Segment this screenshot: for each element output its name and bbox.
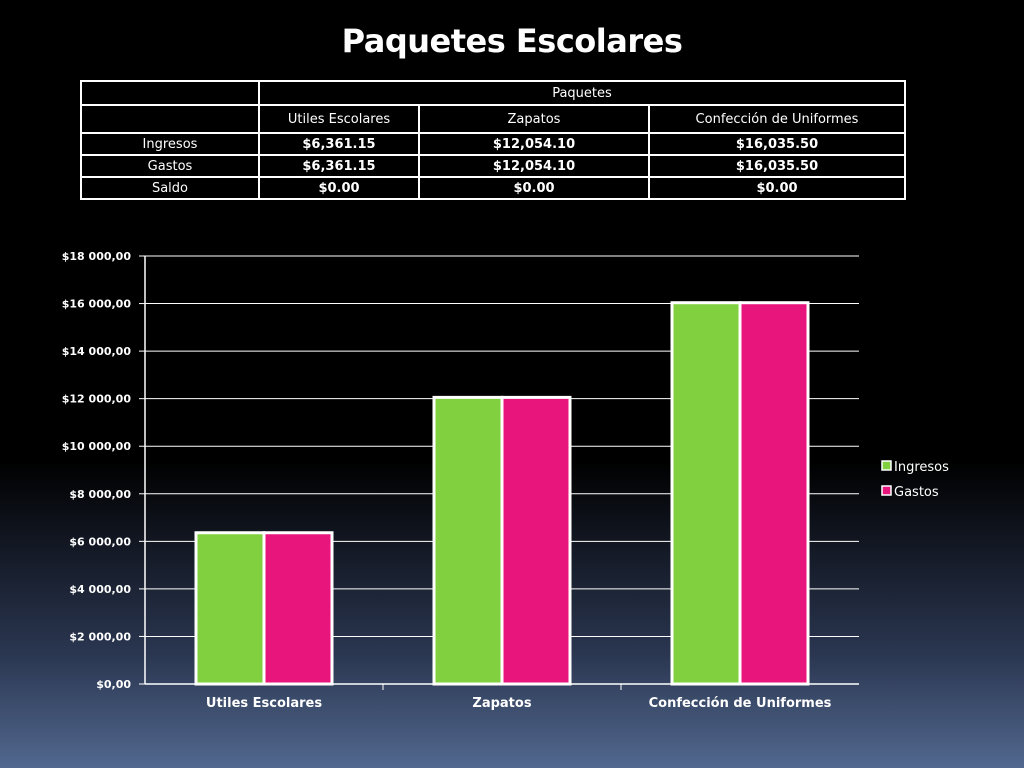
table-row: Ingresos $6,361.15 $12,054.10 $16,035.50	[80, 132, 906, 156]
table-cell: $16,035.50	[648, 154, 906, 178]
table-row: Saldo $0.00 $0.00 $0.00	[80, 176, 906, 200]
table-cell: $16,035.50	[648, 132, 906, 156]
bar-ingresos	[670, 301, 742, 686]
legend-swatch	[881, 460, 892, 471]
y-tick-label: $0,00	[96, 678, 131, 691]
row-label: Ingresos	[80, 132, 260, 156]
y-tick-label: $14 000,00	[62, 345, 132, 358]
table-header-row: Paquetes	[80, 80, 906, 106]
column-header: Confección de Uniformes	[648, 104, 906, 134]
table-corner-cell	[80, 80, 260, 106]
table-corner-cell	[80, 104, 260, 134]
table-cell: $6,361.15	[258, 154, 420, 178]
x-tick-label: Confección de Uniformes	[649, 696, 832, 711]
data-table: Paquetes Utiles Escolares Zapatos Confec…	[80, 80, 906, 200]
table-column-header-row: Utiles Escolares Zapatos Confección de U…	[80, 104, 906, 134]
row-label: Gastos	[80, 154, 260, 178]
x-tick-label: Zapatos	[472, 696, 531, 711]
y-tick-label: $2 000,00	[69, 630, 131, 643]
y-tick-label: $10 000,00	[62, 440, 132, 453]
table-cell: $6,361.15	[258, 132, 420, 156]
table-cell: $0.00	[648, 176, 906, 200]
x-tick-label: Utiles Escolares	[206, 696, 322, 711]
y-tick-label: $12 000,00	[62, 393, 132, 406]
table-group-header: Paquetes	[258, 80, 906, 106]
y-tick-label: $18 000,00	[62, 250, 132, 263]
y-tick-label: $8 000,00	[69, 488, 131, 501]
table-row: Gastos $6,361.15 $12,054.10 $16,035.50	[80, 154, 906, 178]
y-tick-label: $4 000,00	[69, 583, 131, 596]
y-tick-label: $16 000,00	[62, 298, 132, 311]
table-cell: $12,054.10	[418, 154, 650, 178]
table-cell: $0.00	[258, 176, 420, 200]
bar-gastos	[500, 395, 572, 686]
column-header: Utiles Escolares	[258, 104, 420, 134]
table-cell: $0.00	[418, 176, 650, 200]
y-tick-label: $6 000,00	[69, 535, 131, 548]
legend-label: Ingresos	[894, 460, 949, 475]
column-header: Zapatos	[418, 104, 650, 134]
bar-ingresos	[432, 395, 504, 686]
legend-label: Gastos	[894, 485, 939, 500]
slide-title: Paquetes Escolares	[341, 22, 683, 60]
legend-swatch	[881, 485, 892, 496]
bar-gastos	[738, 301, 810, 686]
bar-gastos	[262, 531, 334, 686]
bar-ingresos	[194, 531, 266, 686]
row-label: Saldo	[80, 176, 260, 200]
table-cell: $12,054.10	[418, 132, 650, 156]
